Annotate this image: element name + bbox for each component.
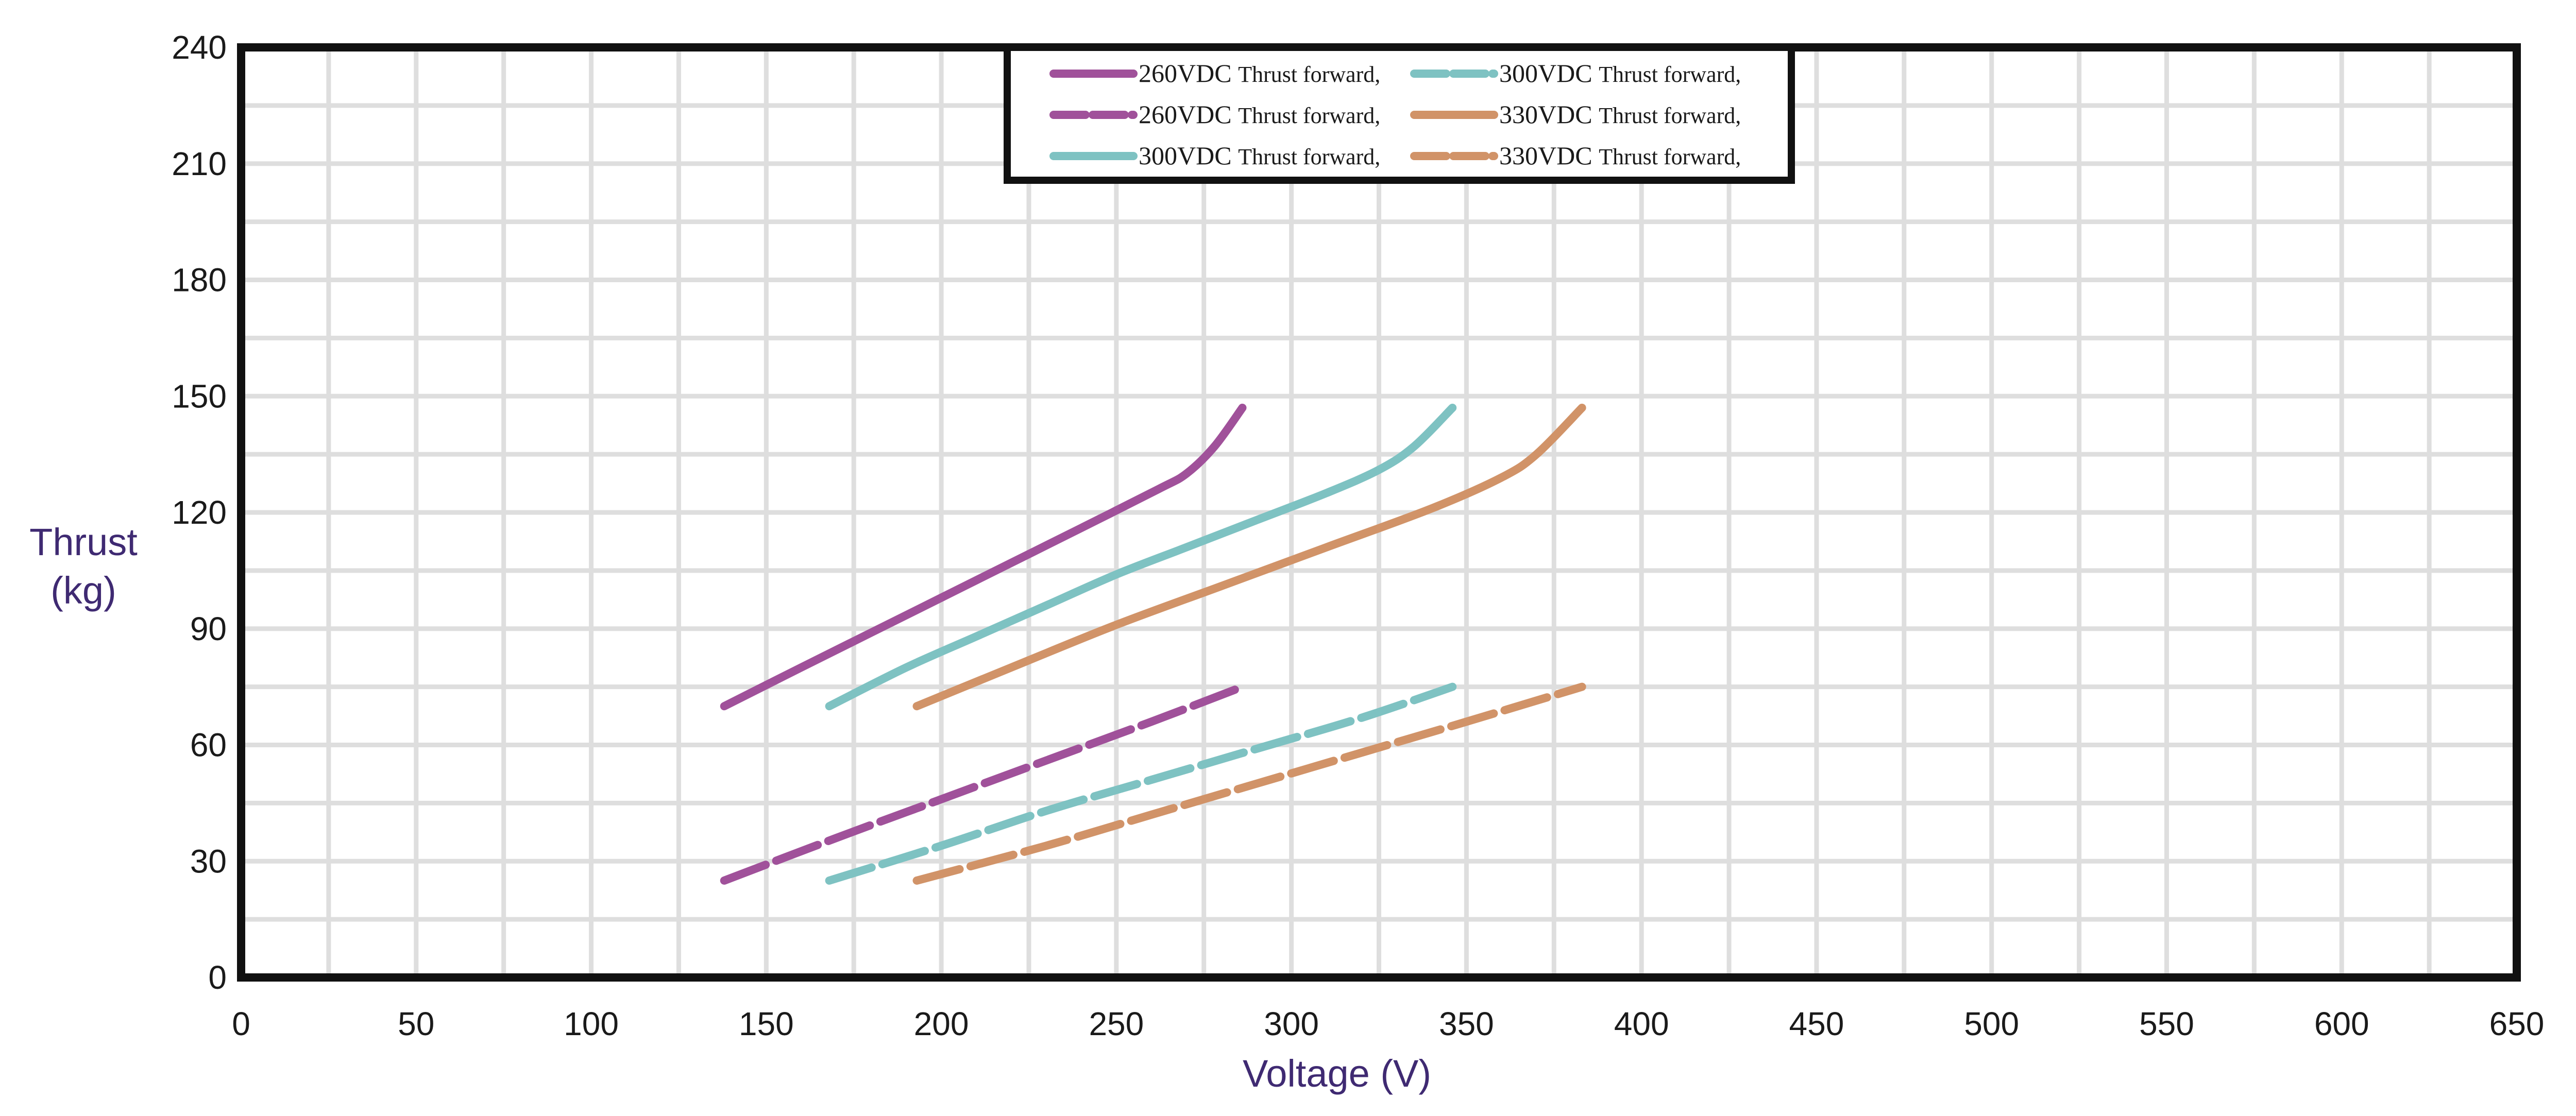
y-tick-label: 90 [190, 610, 227, 647]
legend-label: 260VDC Thrust forward, [1139, 59, 1380, 88]
y-tick-label: 240 [172, 29, 227, 66]
x-tick-label: 650 [2489, 1005, 2545, 1042]
legend: 260VDC Thrust forward, 260VDC Thrust forw… [1004, 44, 1795, 184]
x-tick-label: 150 [739, 1005, 794, 1042]
series-line-260vdc-solid [720, 403, 1247, 711]
x-tick-label: 50 [398, 1005, 434, 1042]
legend-label: 330VDC Thrust forward, [1499, 141, 1741, 170]
x-axis-title: Voltage (V) [1243, 1052, 1431, 1095]
series-line-300vdc-solid [825, 403, 1457, 711]
y-tick-label: 60 [190, 727, 227, 764]
x-tick-label: 550 [2139, 1005, 2194, 1042]
series-line-300vdc-dashed [825, 682, 1457, 885]
legend-label: 300VDC Thrust forward, [1139, 141, 1380, 170]
y-tick-label: 150 [172, 377, 227, 415]
x-tick-label: 400 [1614, 1005, 1669, 1042]
y-tick-label: 120 [172, 494, 227, 531]
x-tick-label: 0 [232, 1005, 250, 1042]
tick-labels: 0 50 100 150 200 250 300 350 400 450 500 550 600 650 0… [172, 29, 2544, 1042]
x-tick-label: 200 [914, 1005, 969, 1042]
x-tick-label: 600 [2314, 1005, 2369, 1042]
x-tick-label: 250 [1089, 1005, 1144, 1042]
x-tick-label: 500 [1964, 1005, 2019, 1042]
y-axis-title-line-1: Thrust [29, 521, 138, 563]
series-line-260vdc-dashed [720, 682, 1247, 885]
x-tick-label: 100 [564, 1005, 619, 1042]
y-tick-label: 210 [172, 145, 227, 182]
y-tick-label: 180 [172, 262, 227, 299]
series-line-330vdc-dashed [912, 682, 1586, 885]
x-tick-label: 350 [1439, 1005, 1494, 1042]
legend-label: 260VDC Thrust forward, [1139, 100, 1380, 129]
y-axis-title-line-2: (kg) [50, 569, 116, 612]
legend-label: 330VDC Thrust forward, [1499, 100, 1741, 129]
series-lines [720, 403, 1586, 885]
x-tick-label: 300 [1264, 1005, 1319, 1042]
series-line-330vdc-solid [912, 403, 1586, 711]
y-tick-label: 0 [208, 959, 227, 996]
legend-label: 300VDC Thrust forward, [1499, 59, 1741, 88]
x-tick-label: 450 [1789, 1005, 1844, 1042]
y-tick-label: 30 [190, 843, 227, 880]
legend-box [1004, 44, 1795, 184]
